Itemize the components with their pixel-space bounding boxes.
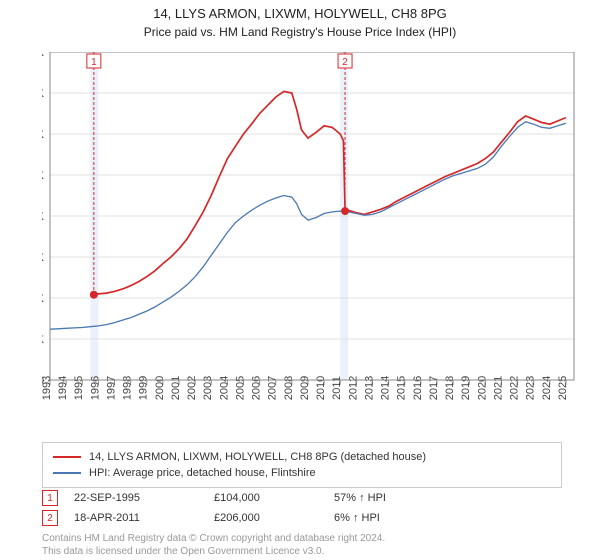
legend-label: HPI: Average price, detached house, Flin… <box>89 467 316 479</box>
chart-area: £0£50K£100K£150K£200K£250K£300K£350K£400… <box>42 52 582 412</box>
svg-text:1995: 1995 <box>73 376 85 400</box>
svg-text:£300K: £300K <box>42 129 45 141</box>
sale-date: 22-SEP-1995 <box>74 492 214 504</box>
svg-text:2022: 2022 <box>509 376 521 400</box>
svg-text:£200K: £200K <box>42 211 45 223</box>
footer-attribution: Contains HM Land Registry data © Crown c… <box>42 532 385 558</box>
svg-text:2020: 2020 <box>476 376 488 400</box>
footer-line-2: This data is licensed under the Open Gov… <box>42 545 385 558</box>
svg-text:2002: 2002 <box>186 376 198 400</box>
svg-text:2023: 2023 <box>525 376 537 400</box>
svg-text:1998: 1998 <box>122 376 134 400</box>
sale-marker: 1 <box>42 490 58 506</box>
svg-text:2025: 2025 <box>557 376 569 400</box>
svg-text:2009: 2009 <box>299 376 311 400</box>
svg-text:2016: 2016 <box>412 376 424 400</box>
svg-text:2005: 2005 <box>234 376 246 400</box>
svg-text:2000: 2000 <box>154 376 166 400</box>
svg-text:2007: 2007 <box>267 376 279 400</box>
svg-text:2019: 2019 <box>460 376 472 400</box>
legend-item: 14, LLYS ARMON, LIXWM, HOLYWELL, CH8 8PG… <box>53 449 551 465</box>
svg-text:1994: 1994 <box>57 376 69 400</box>
chart-container: 14, LLYS ARMON, LIXWM, HOLYWELL, CH8 8PG… <box>0 0 600 560</box>
sale-marker: 2 <box>42 510 58 526</box>
sale-price: £104,000 <box>214 492 334 504</box>
price-chart: £0£50K£100K£150K£200K£250K£300K£350K£400… <box>42 52 582 412</box>
svg-text:2001: 2001 <box>170 376 182 400</box>
legend-label: 14, LLYS ARMON, LIXWM, HOLYWELL, CH8 8PG… <box>89 451 426 463</box>
sale-date: 18-APR-2011 <box>74 512 214 524</box>
sale-pct: 6% ↑ HPI <box>334 512 434 524</box>
svg-text:2003: 2003 <box>202 376 214 400</box>
svg-text:£100K: £100K <box>42 293 45 305</box>
sale-events: 1 22-SEP-1995£104,00057% ↑ HPI 2 18-APR-201… <box>42 488 562 528</box>
sale-pct: 57% ↑ HPI <box>334 492 434 504</box>
svg-text:2008: 2008 <box>283 376 295 400</box>
svg-text:2: 2 <box>342 57 348 68</box>
svg-text:2024: 2024 <box>541 376 553 400</box>
svg-text:2015: 2015 <box>396 376 408 400</box>
legend-swatch <box>53 472 81 474</box>
svg-text:2021: 2021 <box>492 376 504 400</box>
svg-text:2014: 2014 <box>380 376 392 400</box>
sale-row: 1 22-SEP-1995£104,00057% ↑ HPI <box>42 488 562 508</box>
svg-text:£350K: £350K <box>42 88 45 100</box>
svg-text:2004: 2004 <box>218 376 230 400</box>
svg-text:1997: 1997 <box>105 376 117 400</box>
svg-text:1993: 1993 <box>42 376 53 400</box>
svg-text:2013: 2013 <box>363 376 375 400</box>
chart-subtitle: Price paid vs. HM Land Registry's House … <box>0 23 600 39</box>
svg-text:2018: 2018 <box>444 376 456 400</box>
svg-text:2012: 2012 <box>347 376 359 400</box>
svg-text:£250K: £250K <box>42 170 45 182</box>
sale-price: £206,000 <box>214 512 334 524</box>
sale-row: 2 18-APR-2011£206,0006% ↑ HPI <box>42 508 562 528</box>
svg-text:1: 1 <box>91 57 97 68</box>
svg-text:£400K: £400K <box>42 52 45 59</box>
svg-text:£50K: £50K <box>42 334 45 346</box>
legend-swatch <box>53 456 81 458</box>
footer-line-1: Contains HM Land Registry data © Crown c… <box>42 532 385 545</box>
svg-text:1999: 1999 <box>138 376 150 400</box>
svg-text:£150K: £150K <box>42 252 45 264</box>
svg-text:1996: 1996 <box>89 376 101 400</box>
svg-text:2017: 2017 <box>428 376 440 400</box>
svg-text:2010: 2010 <box>315 376 327 400</box>
legend-item: HPI: Average price, detached house, Flin… <box>53 465 551 481</box>
chart-title: 14, LLYS ARMON, LIXWM, HOLYWELL, CH8 8PG <box>0 0 600 23</box>
legend: 14, LLYS ARMON, LIXWM, HOLYWELL, CH8 8PG… <box>42 442 562 488</box>
svg-text:2006: 2006 <box>251 376 263 400</box>
